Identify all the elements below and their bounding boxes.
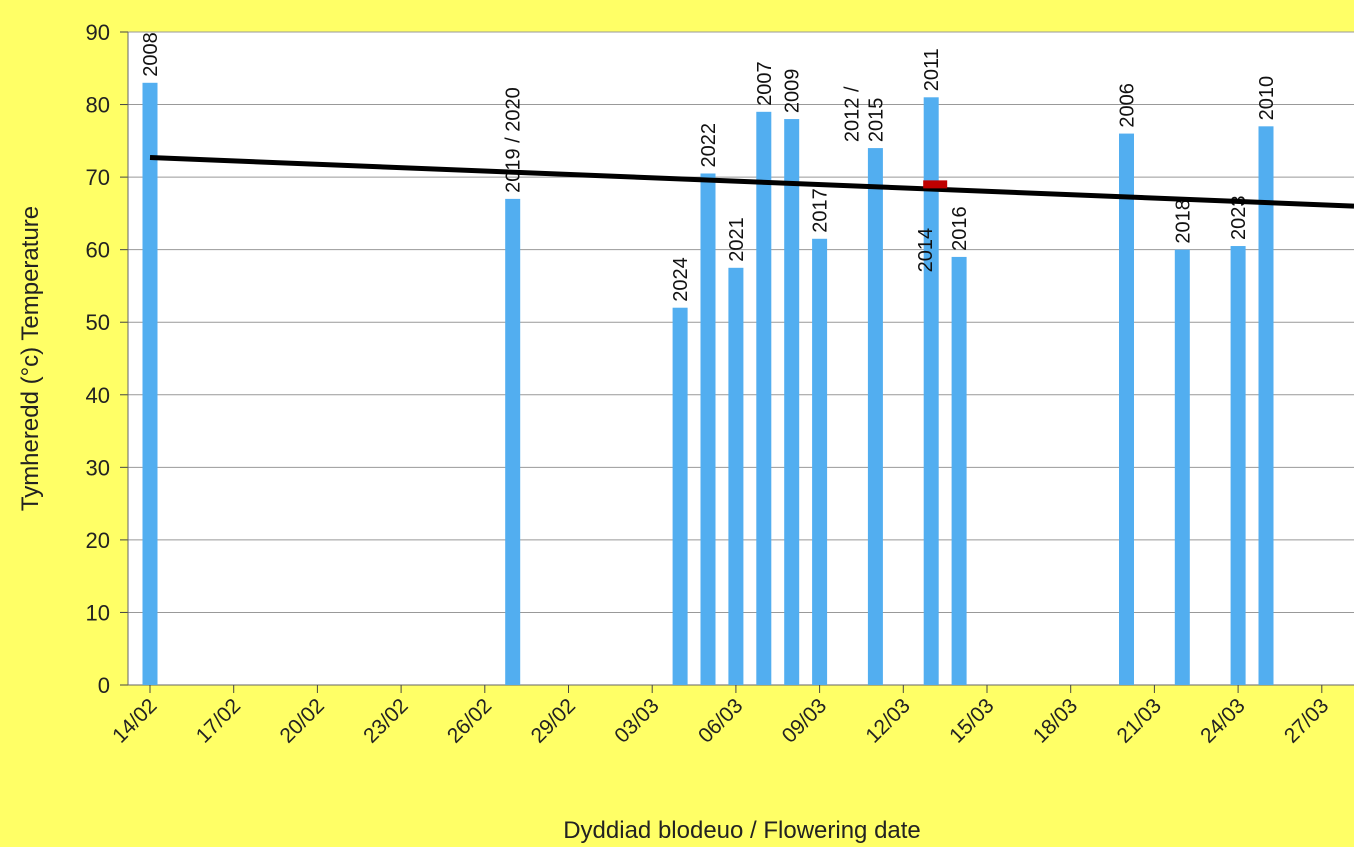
y-tick-label: 10: [86, 600, 110, 625]
bar: [867, 148, 883, 686]
bar-data-label-line: 2018: [1172, 199, 1194, 244]
y-tick-label: 20: [86, 528, 110, 553]
bar: [1230, 246, 1246, 686]
x-tick-label: 03/03: [610, 694, 663, 747]
bar-data-label-line: 2016: [949, 206, 971, 251]
y-axis-title: Tymheredd (°c) Temperature: [17, 206, 44, 511]
bar-data-label-line: 2011: [921, 48, 943, 91]
x-tick-label: 23/02: [359, 694, 412, 747]
y-tick-label: 30: [86, 455, 110, 480]
y-tick-label: 60: [86, 238, 110, 263]
bar-data-label-line: 2012 /: [841, 86, 863, 142]
bar-data-label-line: 2024: [670, 257, 692, 302]
bar-data-label: 2016: [949, 206, 971, 251]
bar: [505, 198, 521, 685]
x-tick-label: 09/03: [778, 694, 831, 747]
x-tick-label: 06/03: [694, 694, 747, 747]
bar-data-label-line: 2010: [1256, 76, 1278, 121]
bar-data-label-line: 2019 / 2020: [503, 87, 525, 193]
bar-data-label: 2007: [754, 61, 776, 106]
bar-data-label-line: 2023: [1228, 196, 1250, 241]
y-tick-label: 40: [86, 383, 110, 408]
bar: [784, 119, 800, 686]
bar-data-label-line: 2015: [865, 98, 887, 143]
x-tick-label: 21/03: [1113, 694, 1166, 747]
x-tick-label: 24/03: [1196, 694, 1249, 747]
bar-data-label: 2017: [810, 188, 832, 233]
bar-data-label: 2010: [1256, 76, 1278, 121]
bar: [923, 97, 939, 686]
y-tick-label: 80: [86, 93, 110, 118]
trend-line: [149, 155, 1354, 209]
bar-data-label-line: 2007: [754, 61, 776, 106]
x-tick-label: 20/02: [276, 694, 329, 747]
x-tick-label: 29/02: [527, 694, 580, 747]
bar-data-label: 2012 /2015: [841, 86, 887, 142]
bar-data-label-line: 2006: [1117, 83, 1139, 128]
bar: [142, 82, 158, 686]
bar: [672, 307, 688, 685]
y-tick-label: 70: [86, 165, 110, 190]
bar: [756, 111, 772, 686]
y-tick-label: 50: [86, 310, 110, 335]
bar-data-label-line: 2008: [140, 32, 162, 77]
bar-data-label: 2022: [698, 123, 720, 168]
bar-data-label: 2018: [1172, 199, 1194, 244]
bar: [812, 238, 828, 686]
x-axis-title: Dyddiad blodeuo / Flowering date: [563, 817, 921, 844]
bar: [951, 256, 967, 685]
bar-data-label: 2019 / 2020: [503, 87, 525, 193]
x-tick-label: 27/03: [1280, 694, 1333, 747]
x-tick-label: 15/03: [945, 694, 998, 747]
bar: [728, 267, 744, 685]
bar-data-label-line: 2017: [810, 188, 832, 233]
bar-data-label-line: 2021: [726, 217, 748, 262]
bar-data-label: 2008: [140, 32, 162, 77]
bar-data-label: 2006: [1117, 83, 1139, 128]
bar-data-label-line: 2009: [782, 69, 804, 114]
x-tick-label: 18/03: [1029, 694, 1082, 747]
x-tick-label: 17/02: [192, 694, 245, 747]
bar: [1258, 126, 1274, 686]
bar-data-label: 2011: [921, 48, 943, 91]
x-tick-label: 14/02: [108, 694, 161, 747]
highlight-marker: [923, 180, 948, 189]
y-tick-label: 90: [86, 20, 110, 45]
highlight-label: 2014: [915, 228, 937, 273]
x-tick-label: 26/02: [443, 694, 496, 747]
bar-data-label: 2021: [726, 217, 748, 262]
bar: [1119, 133, 1134, 686]
bar-data-label-line: 2022: [698, 123, 720, 168]
bar: [700, 173, 716, 685]
bar-data-label: 2009: [782, 69, 804, 114]
bar: [1174, 249, 1190, 685]
bar-data-label: 2023: [1228, 196, 1250, 241]
y-tick-label: 0: [98, 673, 110, 698]
x-tick-label: 12/03: [861, 694, 914, 747]
bar-data-label: 2024: [670, 257, 692, 302]
